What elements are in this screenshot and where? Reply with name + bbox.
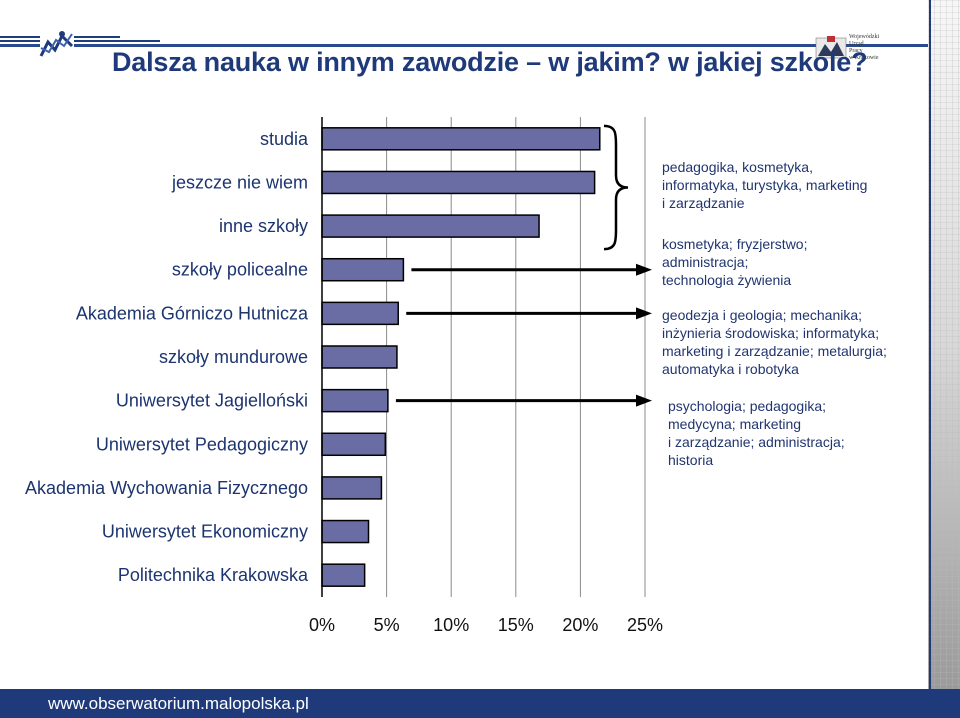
x-tick-label: 10% — [433, 615, 469, 635]
bar — [321, 563, 366, 587]
annotation-text: psychologia; pedagogika; medycyna; market… — [668, 397, 845, 469]
bar — [321, 170, 596, 195]
x-tick-label: 0% — [309, 615, 335, 635]
arrow-head — [636, 307, 652, 320]
footer-bar: www.obserwatorium.malopolska.pl — [0, 689, 960, 718]
bar — [321, 476, 383, 500]
annotation-line: marketing i zarządzanie; metalurgia; — [662, 343, 887, 359]
bar — [321, 127, 601, 151]
x-tick-label: 15% — [498, 615, 534, 635]
annotation-line: administracja; — [662, 254, 749, 270]
annotation-line: medycyna; marketing — [668, 416, 802, 432]
annotation-text: kosmetyka; fryzjerstwo; administracja; tec… — [662, 235, 807, 289]
footer-url[interactable]: www.obserwatorium.malopolska.pl — [48, 694, 309, 713]
bar — [321, 388, 389, 413]
category-label: jeszcze nie wiem — [171, 172, 308, 192]
category-label: inne szkoły — [219, 216, 308, 236]
annotation-line: inżynieria środowiska; informatyka; — [662, 325, 880, 341]
annotation-line: kosmetyka; fryzjerstwo; — [662, 236, 808, 252]
x-tick-label: 20% — [562, 615, 598, 635]
annotation-line: technologia żywienia — [662, 272, 792, 288]
bar — [321, 214, 540, 238]
category-label: szkoły policealne — [172, 260, 308, 280]
category-label: szkoły mundurowe — [159, 347, 308, 367]
annotation-line: historia — [668, 452, 714, 468]
category-label: Akademia Wychowania Fizycznego — [25, 478, 308, 498]
annotation-line: psychologia; pedagogika; — [668, 398, 827, 414]
observatory-logo-icon — [38, 28, 76, 62]
arrow-head — [636, 263, 652, 276]
annotation-line: geodezja i geologia; mechanika; — [662, 307, 863, 323]
x-tick-label: 5% — [374, 615, 400, 635]
brace-connector — [603, 124, 629, 251]
category-label: Uniwersytet Ekonomiczny — [102, 522, 308, 542]
bar — [321, 345, 398, 369]
annotation-line: pedagogika, kosmetyka, — [662, 159, 813, 175]
wup-logo-icon: Wojewódzki Urząd Pracy w Krakowie — [815, 34, 887, 62]
annotation-line: i zarządzanie; administracja; — [668, 434, 845, 450]
arrow-head — [636, 394, 652, 407]
x-tick-label: 25% — [627, 615, 663, 635]
annotation-text: geodezja i geologia; mechanika; inżynieri… — [662, 306, 887, 378]
wup-logo-text: Wojewódzki Urząd Pracy w Krakowie — [849, 34, 880, 61]
annotation-line: automatyka i robotyka — [662, 361, 799, 377]
category-label: Uniwersytet Pedagogiczny — [96, 434, 308, 454]
bar — [321, 257, 405, 282]
bar — [321, 519, 370, 544]
annotation-text: pedagogika, kosmetyka, informatyka, turys… — [662, 158, 867, 212]
decorative-side-strip — [928, 0, 960, 690]
bar-chart: 0% 5% 10% 15% 20% 25% studia jeszcze nie wiem in… — [25, 117, 663, 635]
bar — [321, 432, 387, 457]
category-label: studia — [260, 129, 309, 149]
slide-title: Dalsza nauka w innym zawodzie – w jakim?… — [112, 47, 868, 77]
category-label: Akademia Górniczo Hutnicza — [76, 303, 309, 323]
bar — [321, 301, 399, 326]
category-label: Uniwersytet Jagielloński — [116, 391, 308, 411]
annotation-line: informatyka, turystyka, marketing — [662, 177, 868, 193]
annotation-line: i zarządzanie — [662, 195, 745, 211]
category-label: Politechnika Krakowska — [118, 565, 309, 585]
